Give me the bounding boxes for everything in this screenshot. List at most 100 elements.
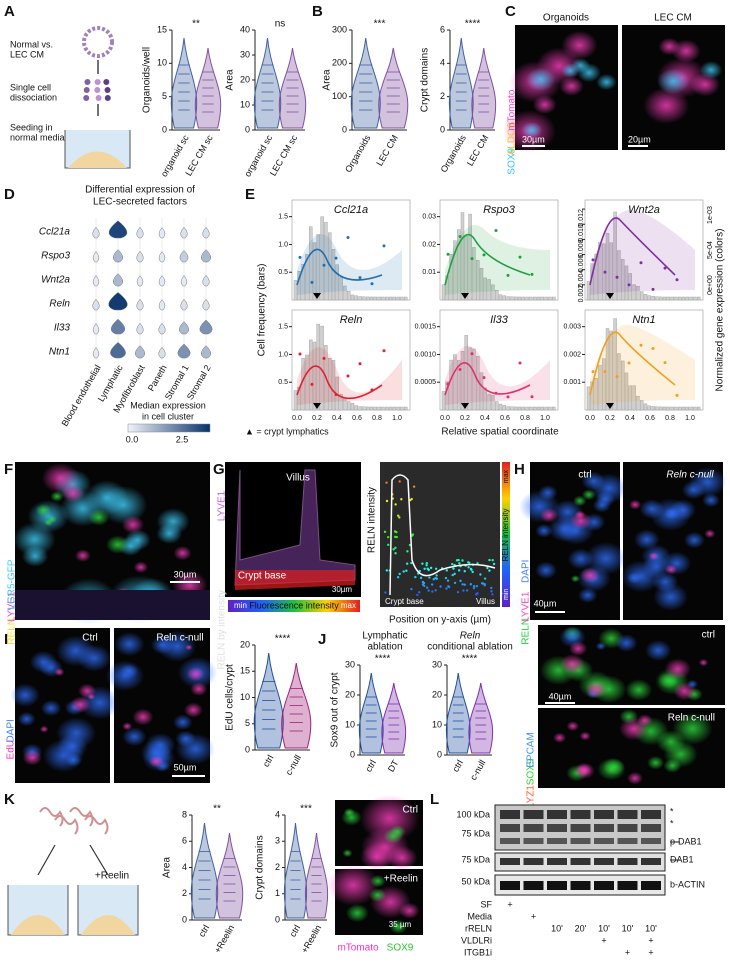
y-tick-label: 10 — [240, 99, 250, 109]
point — [467, 566, 470, 569]
label: +Reelin — [384, 874, 418, 885]
histogram-bar — [491, 395, 495, 411]
band — [523, 881, 544, 890]
label: Normalized gene expression (colors) — [715, 229, 726, 392]
signal — [596, 73, 617, 91]
y-tick-label: 15 — [240, 666, 250, 676]
stain-label: LYVE1 — [217, 490, 228, 521]
orthogonal-view — [15, 590, 210, 620]
histogram-bar — [385, 296, 389, 301]
histogram-bar — [697, 296, 701, 301]
significance: *** — [374, 19, 386, 30]
histogram-bar — [472, 247, 476, 301]
y-tick-label: 300 — [332, 24, 347, 34]
histogram-bar — [498, 403, 503, 411]
signal — [559, 76, 584, 96]
histogram-bar — [678, 296, 682, 301]
point — [434, 567, 438, 570]
point — [334, 392, 338, 396]
histogram-bar — [525, 296, 529, 301]
y-axis-label: Area — [225, 69, 236, 91]
point — [386, 535, 390, 539]
trend — [389, 474, 496, 596]
violin — [92, 323, 100, 335]
histogram-bar — [502, 295, 506, 301]
signal — [70, 696, 91, 713]
cell-icon — [83, 95, 90, 101]
y-axis-label: Organoids/well — [142, 47, 153, 113]
histogram-bar — [404, 406, 408, 411]
histogram-bar — [689, 406, 693, 411]
point — [486, 566, 489, 570]
label: 0.0 — [126, 434, 139, 444]
point — [456, 590, 460, 594]
point — [458, 368, 462, 372]
category-label: ctrl — [288, 923, 303, 938]
point — [675, 278, 679, 282]
histogram-bar — [483, 387, 487, 411]
band — [547, 838, 567, 844]
y-tick-label: 0.002 — [563, 351, 581, 358]
signal — [29, 651, 58, 673]
histogram-bar — [632, 385, 636, 411]
signal — [648, 551, 659, 561]
histogram-bar — [445, 381, 449, 411]
histogram-bar — [647, 295, 651, 301]
violin — [201, 249, 211, 263]
panel-label: K — [4, 791, 15, 808]
point — [603, 270, 607, 274]
ribbon — [297, 234, 402, 295]
label: b-ACTIN — [670, 879, 705, 889]
label: Reln c-null — [156, 633, 203, 644]
point — [398, 572, 401, 576]
signal — [580, 567, 600, 584]
signal — [17, 711, 36, 727]
histogram-bar — [331, 249, 336, 301]
band — [617, 858, 638, 865]
histogram-bar — [536, 406, 541, 411]
point — [470, 568, 473, 571]
panel-label: B — [312, 3, 323, 20]
histogram-bar — [339, 394, 343, 411]
signal — [121, 515, 145, 534]
ribbon — [297, 347, 402, 405]
point — [385, 569, 389, 572]
y-tick-label: 0 — [245, 744, 250, 754]
signal — [114, 632, 145, 657]
band — [500, 810, 520, 819]
violin — [92, 347, 100, 359]
point — [482, 376, 486, 380]
histogram-bar — [613, 318, 617, 411]
point — [472, 586, 476, 590]
point — [383, 530, 387, 534]
band — [500, 824, 520, 832]
histogram-bar — [529, 296, 533, 301]
ribbon — [590, 324, 695, 405]
point — [491, 558, 494, 562]
signal — [185, 644, 193, 651]
condition-cell: 10' — [645, 923, 657, 933]
point — [483, 577, 487, 580]
y-axis-label: EdU cells/crypt — [225, 664, 236, 731]
point — [488, 558, 491, 562]
cell-icon — [95, 95, 102, 101]
signal — [526, 67, 556, 92]
label: Reln c-null — [668, 713, 715, 724]
signal — [387, 845, 418, 870]
label: RELN intensity — [501, 509, 510, 562]
signal — [173, 545, 192, 561]
histogram-bar — [377, 296, 381, 301]
panel-label: A — [4, 3, 15, 20]
category-label: Organoids — [439, 133, 469, 174]
histogram-bar — [609, 242, 613, 301]
histogram-bar — [453, 240, 457, 301]
point — [426, 567, 429, 570]
histogram-bar — [396, 296, 400, 301]
signal — [595, 642, 606, 651]
lymphatic-marker — [461, 403, 469, 409]
significance: *** — [300, 804, 312, 815]
point — [627, 283, 631, 287]
histogram-bar — [647, 405, 651, 411]
point — [422, 581, 426, 585]
cell-label: Paneth — [146, 363, 169, 393]
